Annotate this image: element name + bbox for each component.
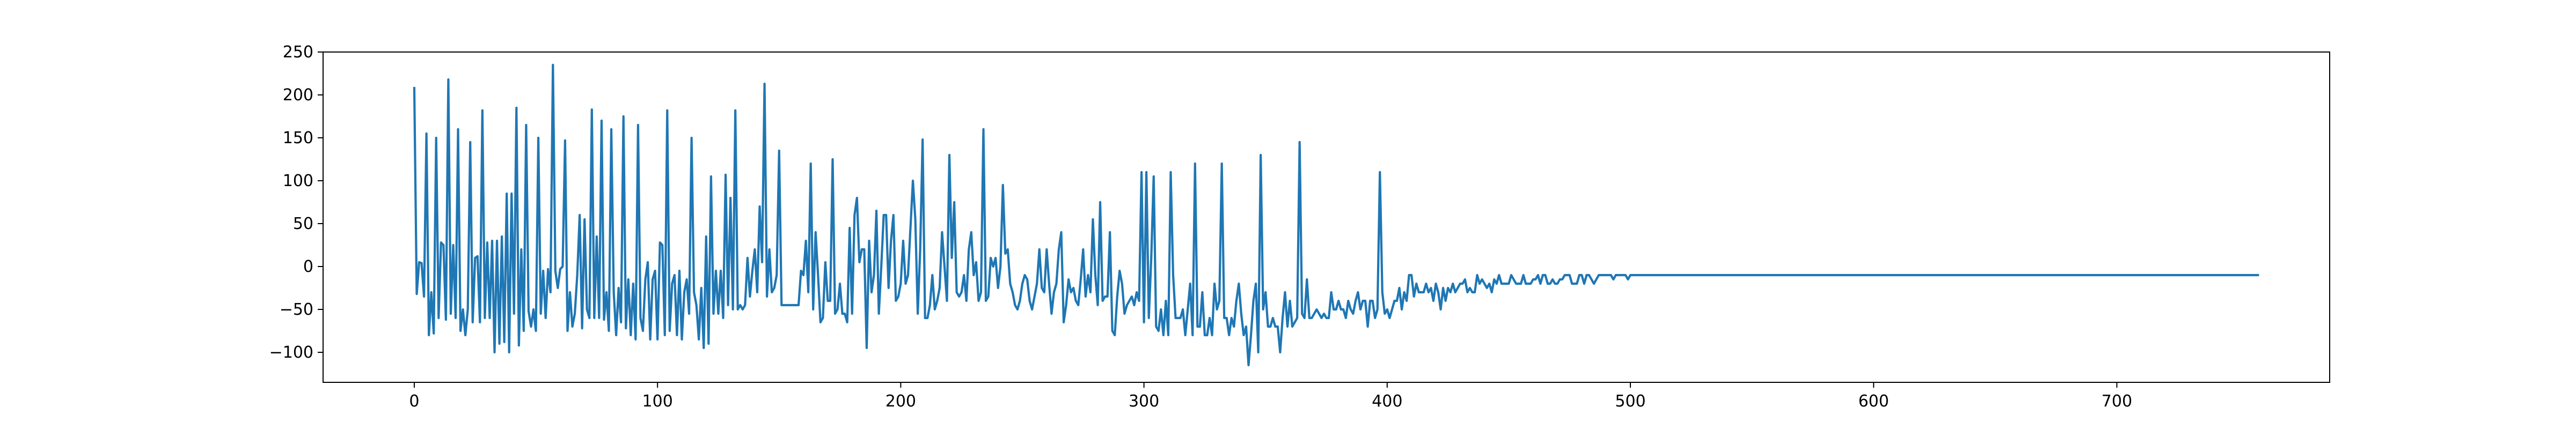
y-axis: −100 −50 0 50 100 150 200 250 [269, 43, 323, 362]
y-tick-label: 250 [283, 43, 313, 62]
x-tick-label: 500 [1615, 392, 1645, 411]
y-tick-label: 100 [283, 172, 313, 190]
x-tick-label: 100 [642, 392, 673, 411]
x-tick-label: 700 [2102, 392, 2132, 411]
x-tick-label: 600 [1858, 392, 1889, 411]
x-axis: 0 100 200 300 400 500 600 700 [409, 382, 2132, 411]
x-tick-label: 300 [1129, 392, 1159, 411]
series-line-0 [413, 63, 2259, 367]
plot-area [413, 63, 2259, 367]
y-tick-label: −100 [269, 343, 313, 362]
y-tick-label: 0 [303, 257, 313, 276]
axes-frame [323, 51, 2330, 383]
y-tick-label: 200 [283, 86, 313, 105]
y-tick-label: 150 [283, 129, 313, 147]
x-tick-label: 0 [409, 392, 419, 411]
x-tick-label: 400 [1372, 392, 1402, 411]
y-tick-label: −50 [280, 300, 313, 319]
x-tick-label: 200 [885, 392, 916, 411]
y-tick-label: 50 [293, 214, 313, 233]
